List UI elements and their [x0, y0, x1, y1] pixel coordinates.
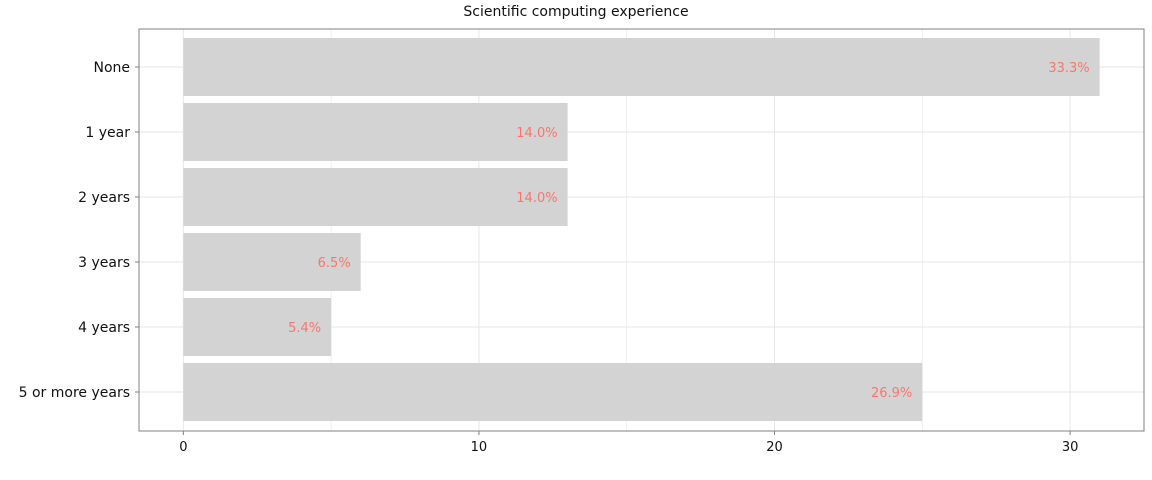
- data-labels: 33.3% 14.0% 14.0% 6.5% 5.4% 26.9%: [288, 61, 1090, 401]
- y-tick-label: 5 or more years: [19, 385, 130, 401]
- y-tick-label: None: [93, 60, 130, 76]
- bar: [183, 298, 332, 356]
- bar: [183, 168, 568, 226]
- bar-value-label: 33.3%: [1048, 61, 1089, 76]
- bars: [183, 38, 1100, 421]
- y-tick-label: 1 year: [85, 125, 130, 141]
- bar-value-label: 6.5%: [318, 256, 351, 271]
- bar: [183, 363, 923, 421]
- y-tick-label: 2 years: [78, 190, 130, 206]
- bar-value-label: 14.0%: [516, 191, 557, 206]
- x-tick-label: 0: [179, 440, 187, 455]
- bar: [183, 103, 568, 161]
- chart-title: Scientific computing experience: [463, 4, 689, 20]
- bar: [183, 233, 361, 291]
- bar-value-label: 26.9%: [871, 386, 912, 401]
- bar-value-label: 5.4%: [288, 321, 321, 336]
- y-tick-label: 3 years: [78, 255, 130, 271]
- y-axis-tick-labels: None 1 year 2 years 3 years 4 years 5 or more…: [19, 60, 139, 401]
- plot-panel-border: [138, 28, 1145, 432]
- bar-value-label: 14.0%: [516, 126, 557, 141]
- x-tick-label: 30: [1062, 440, 1079, 455]
- bar: [183, 38, 1100, 96]
- y-tick-label: 4 years: [78, 320, 130, 336]
- x-axis-tick-labels: 0 10 20 30: [179, 431, 1078, 455]
- x-tick-label: 10: [471, 440, 488, 455]
- x-tick-label: 20: [766, 440, 783, 455]
